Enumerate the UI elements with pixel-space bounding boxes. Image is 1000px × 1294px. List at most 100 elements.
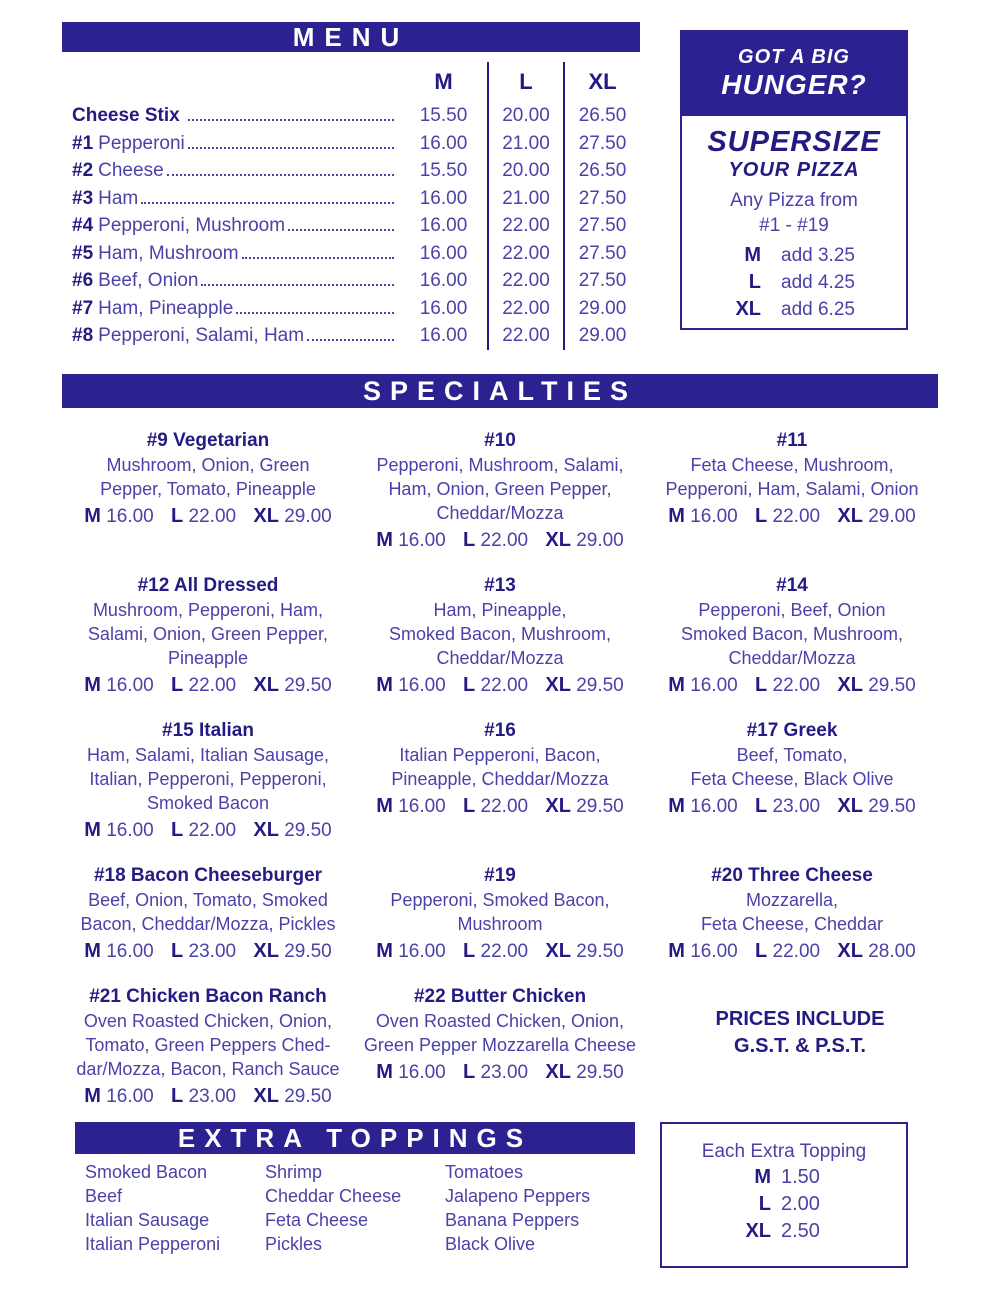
topping-item: Shrimp (265, 1162, 323, 1182)
size-label: L (748, 271, 761, 293)
price-m: 16.00 (690, 796, 738, 817)
size-label: M (668, 674, 685, 696)
specialty-title: #12 All Dressed (137, 575, 279, 596)
specialty-prices: M 16.00 L 23.00 XL 29.50 (354, 1060, 646, 1085)
specialty-prices: M 16.00 L 22.00 XL 29.50 (354, 939, 646, 964)
menu-banner: MENU (62, 22, 640, 52)
menu-item-price-l: 22.00 (487, 239, 563, 267)
specialty-topping-line: Smoked Bacon, Mushroom, (388, 624, 612, 644)
price-m: 16.00 (398, 941, 446, 962)
supersize-price-row: M add 3.25 (709, 242, 879, 269)
menu-item-number: #1 (72, 132, 94, 154)
topping-item: Smoked Bacon (85, 1162, 208, 1182)
dot-leader (141, 201, 394, 204)
specialty-title: #13 (484, 575, 516, 596)
specialty-topping-line: Pepper, Tomato, Pineapple (100, 479, 316, 499)
menu-item-toppings: Pepperoni (98, 132, 185, 154)
menu-header-size-xl: XL (563, 62, 640, 102)
price-xl: 29.50 (576, 675, 624, 696)
menu-item-price-m: 16.00 (419, 187, 468, 209)
specialty-title: #15 Italian (162, 720, 254, 741)
topping-item: Banana Peppers (445, 1210, 580, 1230)
dot-leader (187, 119, 394, 121)
menu-header-spacer (62, 62, 400, 102)
extra-topping-price-list: M 1.50 L 2.00 XL 2.50 (662, 1164, 906, 1245)
size-label: L (171, 940, 184, 962)
specialty-topping-line: Feta Cheese, Mushroom, (690, 455, 894, 475)
menu-item-price-l: 22.00 (487, 322, 563, 350)
price-m: 16.00 (690, 941, 738, 962)
menu-item-name: Cheese Stix (62, 102, 400, 130)
menu-item-price-m: 16.00 (419, 242, 468, 264)
menu-table-header: M L XL (62, 62, 640, 102)
specialty-topping-line: Feta Cheese, Cheddar (700, 914, 884, 934)
price-l: 22.00 (480, 675, 529, 696)
supersize-header: GOT A BIG HUNGER? (682, 32, 906, 116)
supersize-price-row: XL add 6.25 (709, 296, 879, 323)
specialty-toppings: Pepperoni, Beef, Onion Smoked Bacon, Mush… (646, 598, 938, 670)
specialty-card: #18 Bacon Cheeseburger Beef, Onion, Toma… (62, 863, 354, 964)
menu-item-row: #7 Ham, Pineapple 16.00 22.00 29.00 (62, 294, 640, 322)
specialty-prices: M 16.00 L 22.00 XL 29.50 (354, 794, 646, 819)
specialty-topping-line: Smoked Bacon, Mushroom, (680, 624, 904, 644)
price-xl: 29.50 (576, 941, 624, 962)
specialty-prices: M 16.00 L 23.00 XL 29.50 (62, 1084, 354, 1109)
price-xl: 29.50 (284, 1086, 332, 1107)
size-label: L (171, 505, 184, 527)
size-label: XL (545, 940, 571, 962)
menu-item-number: #6 (72, 270, 94, 291)
specialty-topping-line: dar/Mozza, Bacon, Ranch Sauce (76, 1059, 340, 1079)
size-upcharge: add 6.25 (781, 299, 855, 320)
menu-item-row: #3 Ham 16.00 21.00 27.50 (62, 184, 640, 212)
supersize-header-line2: HUNGER? (721, 69, 867, 100)
menu-item-price-xl: 27.50 (563, 129, 640, 157)
price-l: 23.00 (480, 1062, 529, 1083)
price-xl: 28.00 (868, 941, 916, 962)
specialty-toppings: Mozzarella, Feta Cheese, Cheddar (646, 888, 938, 936)
extra-topping-price-row: M 1.50 (729, 1164, 839, 1191)
specialty-topping-line: Cheddar/Mozza (436, 503, 564, 523)
menu-item-name: #6 Beef, Onion (62, 267, 400, 295)
specialty-card: #17 Greek Beef, Tomato, Feta Cheese, Blac… (646, 718, 938, 819)
size-label: L (755, 505, 768, 527)
menu-item-price-m: 16.00 (419, 215, 468, 236)
specialty-topping-line: Mushroom (457, 914, 543, 934)
size-label: L (758, 1193, 771, 1215)
menu-item-name: #2 Cheese (62, 157, 400, 185)
menu-item-price-xl: 27.50 (563, 212, 640, 240)
menu-item-price-xl: 26.50 (563, 157, 640, 185)
specialty-topping-line: Mozzarella, (745, 890, 839, 910)
menu-item-price-xl: 29.00 (563, 322, 640, 350)
menu-item-price-l: 21.00 (487, 184, 563, 212)
specialty-topping-line: Pepperoni, Smoked Bacon, (390, 890, 610, 910)
specialty-topping-line: Salami, Onion, Green Pepper, (87, 624, 329, 644)
menu-header-size-l: L (487, 62, 563, 102)
menu-item-toppings: Cheese (98, 160, 164, 181)
dot-leader (236, 311, 394, 314)
extra-topping-price-title: Each Extra Topping (701, 1141, 867, 1162)
specialty-toppings: Beef, Onion, Tomato, Smoked Bacon, Chedda… (62, 888, 354, 936)
specialty-card: #21 Chicken Bacon Ranch Oven Roasted Chi… (62, 984, 354, 1109)
size-label: M (376, 529, 393, 551)
menu-price-table: M L XL Cheese Stix 15.50 20.00 26.50 #1 … (62, 62, 640, 350)
menu-item-row: #4 Pepperoni, Mushroom 16.00 22.00 27.50 (62, 212, 640, 240)
topping-item: Cheddar Cheese (265, 1186, 402, 1206)
topping-item: Italian Sausage (85, 1210, 210, 1230)
price-m: 16.00 (398, 675, 446, 696)
size-label: M (744, 244, 761, 266)
specialty-card: #13 Ham, Pineapple, Smoked Bacon, Mushroo… (354, 573, 646, 698)
specialty-topping-line: Oven Roasted Chicken, Onion, (83, 1011, 333, 1031)
menu-item-price-l: 21.00 (487, 129, 563, 157)
menu-item-row: #8 Pepperoni, Salami, Ham 16.00 22.00 29… (62, 322, 640, 350)
specialty-toppings: Feta Cheese, Mushroom, Pepperoni, Ham, Sa… (646, 453, 938, 501)
specialty-topping-line: Tomato, Green Peppers Ched- (85, 1035, 331, 1055)
price-m: 16.00 (106, 1086, 154, 1107)
menu-item-toppings: Ham (98, 187, 139, 209)
specialty-topping-line: Mushroom, Onion, Green (106, 455, 310, 475)
size-label: M (376, 674, 393, 696)
price-xl: 29.50 (576, 796, 624, 817)
menu-item-price-l: 22.00 (487, 267, 563, 295)
specialty-card: #12 All Dressed Mushroom, Pepperoni, Ham… (62, 573, 354, 698)
specialty-title: #10 (484, 430, 516, 451)
specialty-card: #9 Vegetarian Mushroom, Onion, Green Pepp… (62, 428, 354, 529)
